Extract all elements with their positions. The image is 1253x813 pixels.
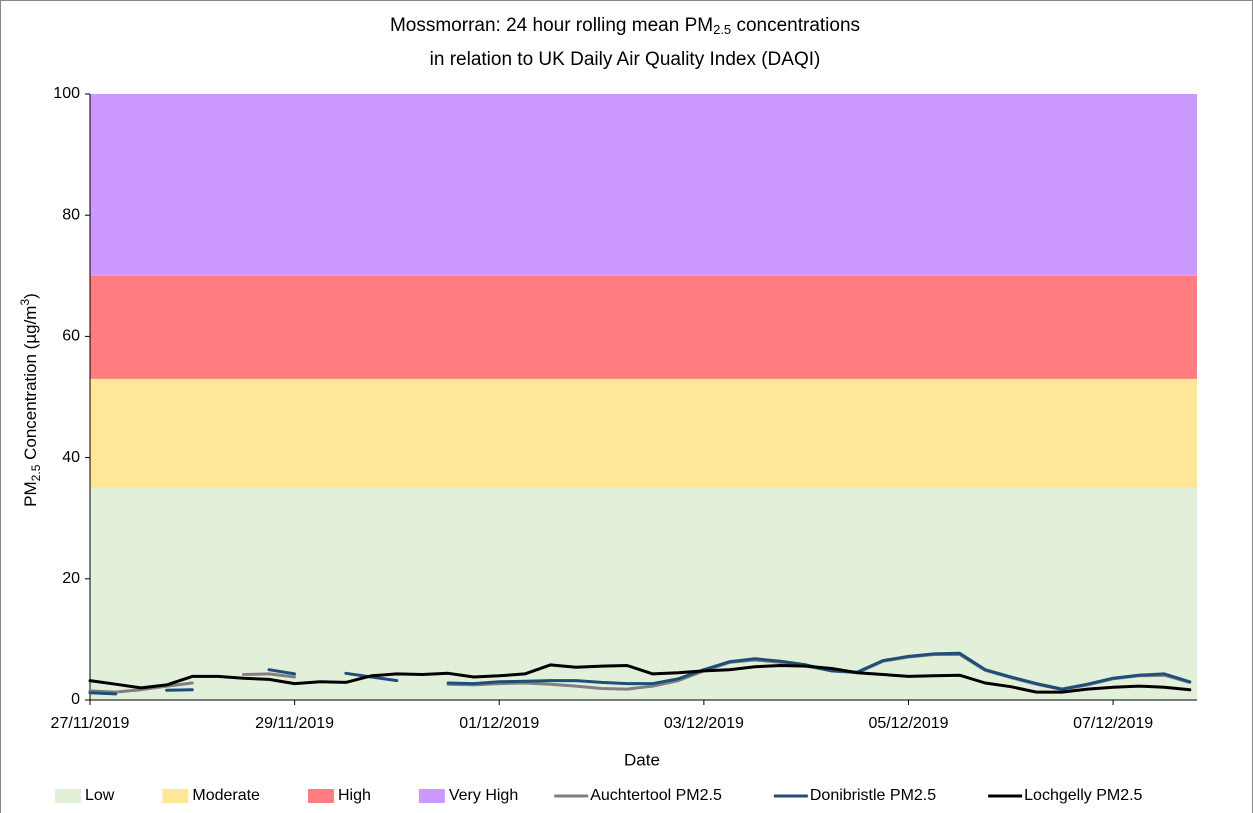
title-text: Mossmorran: 24 hour rolling mean PM [390, 15, 713, 36]
y-title-text: PM [21, 481, 40, 507]
y-tick-label: 60 [62, 328, 80, 345]
legend-label: Auchtertool PM2.5 [590, 787, 722, 804]
x-tick-label: 03/12/2019 [664, 715, 744, 732]
legend-label: Very High [449, 787, 518, 804]
y-tick-label: 0 [71, 691, 80, 708]
y-title-text: Concentration (µg/m [21, 306, 40, 465]
y-axis-title: PM2.5 Concentration (µg/m3) [18, 293, 43, 507]
legend-label: Donibristle PM2.5 [810, 787, 936, 804]
y-title-superscript: 3 [18, 299, 32, 306]
y-tick-label: 80 [62, 206, 80, 223]
title-subscript: 2.5 [713, 22, 731, 37]
legend-swatch [162, 789, 189, 803]
legend-swatch [307, 789, 334, 803]
band [90, 378, 1197, 488]
series-line [88, 651, 1192, 696]
legend-label: Low [85, 787, 115, 804]
band [90, 487, 1197, 700]
chart-title: Mossmorran: 24 hour rolling mean PM2.5 c… [390, 15, 860, 37]
band [90, 94, 1197, 276]
x-axis-title: Date [624, 750, 660, 769]
y-tick-label: 20 [62, 570, 80, 587]
x-tick-label: 01/12/2019 [459, 715, 539, 732]
legend-swatch [418, 789, 445, 803]
legend-swatch [55, 789, 81, 803]
y-title-subscript: 2.5 [29, 464, 43, 481]
band [90, 275, 1197, 379]
x-tick-label: 27/11/2019 [51, 715, 130, 732]
series-line [88, 663, 1192, 694]
legend-label: Moderate [192, 787, 260, 804]
y-tick-label: 40 [62, 449, 80, 466]
legend-label: High [338, 787, 371, 804]
chart-subtitle: in relation to UK Daily Air Quality Inde… [430, 49, 821, 70]
y-tick-label: 100 [53, 85, 80, 102]
legend-label: Lochgelly PM2.5 [1024, 787, 1142, 804]
y-title-text: ) [21, 293, 40, 299]
x-tick-label: 29/11/2019 [255, 715, 334, 732]
title-text: concentrations [731, 15, 860, 36]
x-tick-label: 07/12/2019 [1073, 715, 1153, 732]
x-tick-label: 05/12/2019 [868, 715, 948, 732]
